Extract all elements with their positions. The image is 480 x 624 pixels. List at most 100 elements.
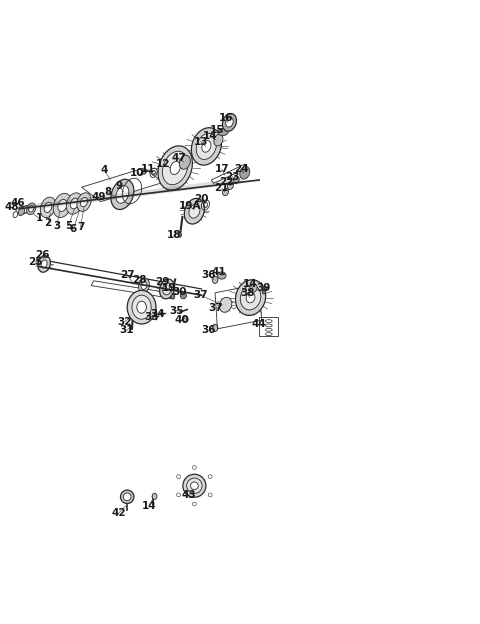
Ellipse shape: [217, 272, 226, 279]
Ellipse shape: [142, 170, 146, 174]
Ellipse shape: [223, 188, 228, 196]
Ellipse shape: [116, 185, 129, 203]
Text: 19: 19: [162, 283, 176, 293]
Bar: [259, 317, 278, 336]
Text: 14: 14: [203, 131, 217, 141]
Ellipse shape: [196, 134, 216, 160]
Text: 13: 13: [193, 137, 208, 147]
Text: 33: 33: [144, 312, 158, 322]
Text: 32: 32: [118, 316, 132, 326]
Text: 22: 22: [219, 177, 234, 187]
Ellipse shape: [226, 118, 233, 127]
Text: 17: 17: [215, 164, 229, 174]
Text: 36: 36: [202, 325, 216, 335]
Text: 43: 43: [181, 490, 196, 500]
Text: 39: 39: [256, 283, 270, 293]
Text: 14: 14: [142, 501, 156, 511]
Ellipse shape: [240, 285, 261, 310]
Ellipse shape: [192, 128, 221, 165]
Text: 27: 27: [120, 270, 134, 280]
Ellipse shape: [228, 182, 233, 190]
Ellipse shape: [240, 167, 250, 179]
Text: 30: 30: [172, 287, 187, 297]
Ellipse shape: [44, 202, 52, 213]
Text: 42: 42: [112, 508, 126, 518]
Ellipse shape: [111, 179, 134, 210]
Ellipse shape: [152, 493, 157, 499]
Text: 40: 40: [174, 315, 189, 325]
Ellipse shape: [219, 297, 232, 312]
Text: 2: 2: [44, 218, 52, 228]
Text: 20: 20: [194, 193, 209, 203]
Text: 44: 44: [252, 319, 266, 329]
Ellipse shape: [120, 490, 134, 504]
Text: 49: 49: [91, 192, 106, 202]
Ellipse shape: [131, 315, 135, 320]
Text: 4: 4: [101, 165, 108, 175]
Text: 14: 14: [243, 279, 258, 289]
Ellipse shape: [180, 293, 186, 299]
Text: 28: 28: [132, 275, 146, 285]
Text: 16: 16: [219, 112, 234, 122]
Text: 11: 11: [141, 165, 155, 175]
Text: 46: 46: [11, 198, 25, 208]
Text: 18: 18: [167, 230, 181, 240]
Ellipse shape: [202, 140, 211, 152]
Text: 26: 26: [35, 250, 49, 260]
Ellipse shape: [139, 278, 149, 293]
Ellipse shape: [132, 295, 151, 319]
Text: 9: 9: [116, 181, 122, 191]
Ellipse shape: [41, 260, 47, 268]
Text: 1: 1: [36, 213, 43, 223]
Ellipse shape: [187, 478, 202, 494]
Ellipse shape: [250, 284, 257, 292]
Text: 35: 35: [169, 306, 184, 316]
Ellipse shape: [183, 316, 188, 322]
Ellipse shape: [246, 293, 255, 303]
Text: 47: 47: [171, 154, 186, 163]
Ellipse shape: [162, 151, 188, 185]
Ellipse shape: [158, 146, 192, 190]
Text: 5: 5: [65, 221, 72, 231]
Text: 3: 3: [53, 221, 60, 231]
Text: 7: 7: [77, 222, 84, 232]
Ellipse shape: [58, 200, 67, 212]
Ellipse shape: [123, 493, 131, 500]
Text: 25: 25: [28, 256, 43, 266]
Ellipse shape: [191, 482, 198, 490]
Ellipse shape: [40, 197, 56, 218]
Ellipse shape: [218, 129, 228, 135]
Ellipse shape: [170, 162, 180, 175]
Ellipse shape: [27, 203, 36, 215]
Text: 24: 24: [234, 164, 248, 174]
Text: 34: 34: [150, 309, 165, 319]
Ellipse shape: [127, 290, 156, 324]
Ellipse shape: [19, 207, 24, 215]
Text: 37: 37: [193, 290, 208, 300]
Text: 21: 21: [215, 183, 229, 193]
Ellipse shape: [171, 295, 175, 299]
Ellipse shape: [179, 233, 181, 237]
Text: 41: 41: [212, 266, 226, 276]
Ellipse shape: [233, 176, 239, 183]
Text: 12: 12: [156, 159, 170, 169]
Text: 23: 23: [225, 172, 240, 182]
Ellipse shape: [184, 198, 204, 224]
Ellipse shape: [29, 205, 34, 212]
Ellipse shape: [66, 193, 83, 214]
Text: 10: 10: [130, 168, 144, 178]
Ellipse shape: [163, 283, 171, 295]
Ellipse shape: [183, 474, 206, 497]
Text: 19A: 19A: [179, 202, 201, 212]
Ellipse shape: [77, 193, 91, 212]
Ellipse shape: [81, 197, 87, 207]
Ellipse shape: [137, 301, 146, 313]
Ellipse shape: [212, 324, 218, 331]
Text: 8: 8: [104, 187, 112, 197]
Ellipse shape: [214, 134, 223, 146]
Text: 6: 6: [70, 224, 77, 234]
Text: 29: 29: [155, 277, 169, 287]
Ellipse shape: [53, 193, 72, 218]
Text: 31: 31: [120, 325, 134, 335]
Ellipse shape: [179, 155, 191, 169]
